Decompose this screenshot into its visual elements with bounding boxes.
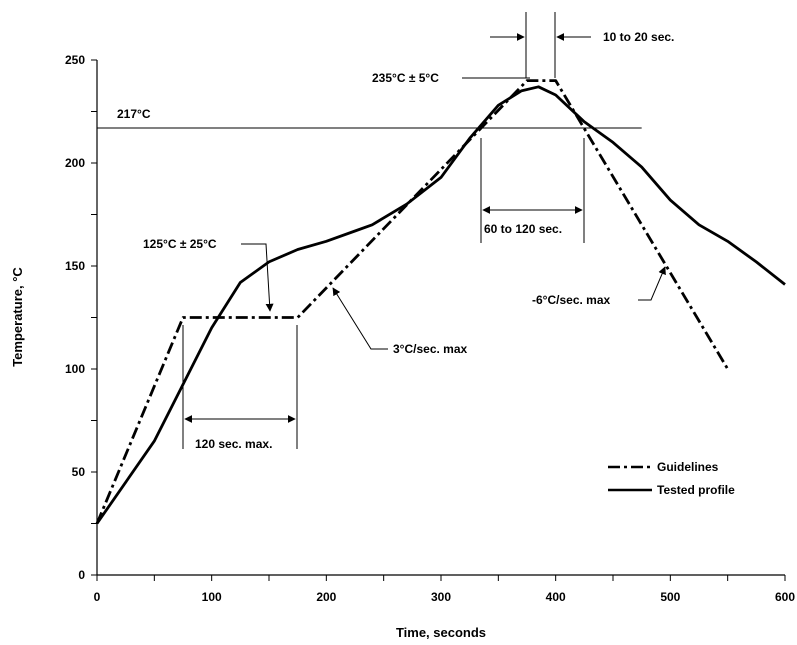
liquidus-label: 217°C	[117, 107, 151, 121]
series-group	[95, 79, 786, 525]
soak-temp-label: 125°C ± 25°C	[143, 237, 217, 251]
guidelines-series-line	[95, 79, 729, 525]
ramp-up-label: 3°C/sec. max	[393, 342, 468, 356]
x-tick-label: 100	[202, 590, 222, 604]
x-tick-label: 600	[775, 590, 795, 604]
x-tick-label: 400	[546, 590, 566, 604]
y-tick-label: 100	[65, 362, 85, 376]
x-axis-label: Time, seconds	[396, 625, 486, 640]
y-tick-label: 0	[78, 568, 85, 582]
soak-temp-leader	[241, 243, 274, 312]
y-tick-label: 50	[72, 465, 86, 479]
x-tick-label: 200	[316, 590, 336, 604]
soak-time-label: 120 sec. max.	[195, 437, 272, 451]
y-tick-label: 250	[65, 53, 85, 67]
annotation-graphics	[182, 12, 666, 449]
x-axis-ticks: 0 100 200 300 400 500 600	[94, 575, 795, 604]
ramp-up-leader	[332, 287, 388, 350]
y-axis-label: Temperature, °C	[10, 267, 25, 367]
x-tick-label: 500	[660, 590, 680, 604]
y-axis-ticks: 0 50 100 150 200 250	[65, 53, 97, 582]
ramp-down-label: -6°C/sec. max	[532, 293, 611, 307]
y-tick-label: 200	[65, 156, 85, 170]
y-tick-label: 150	[65, 259, 85, 273]
above-liquidus-time-label: 60 to 120 sec.	[484, 222, 562, 236]
tested-profile-series-line	[95, 85, 786, 525]
x-tick-label: 300	[431, 590, 451, 604]
legend-guidelines-label: Guidelines	[657, 460, 719, 474]
peak-temp-label: 235°C ± 5°C	[372, 71, 439, 85]
legend: Guidelines Tested profile	[608, 460, 735, 497]
ramp-down-leader	[638, 266, 666, 301]
legend-tested-label: Tested profile	[657, 483, 735, 497]
peak-time-label: 10 to 20 sec.	[603, 30, 674, 44]
x-tick-label: 0	[94, 590, 101, 604]
